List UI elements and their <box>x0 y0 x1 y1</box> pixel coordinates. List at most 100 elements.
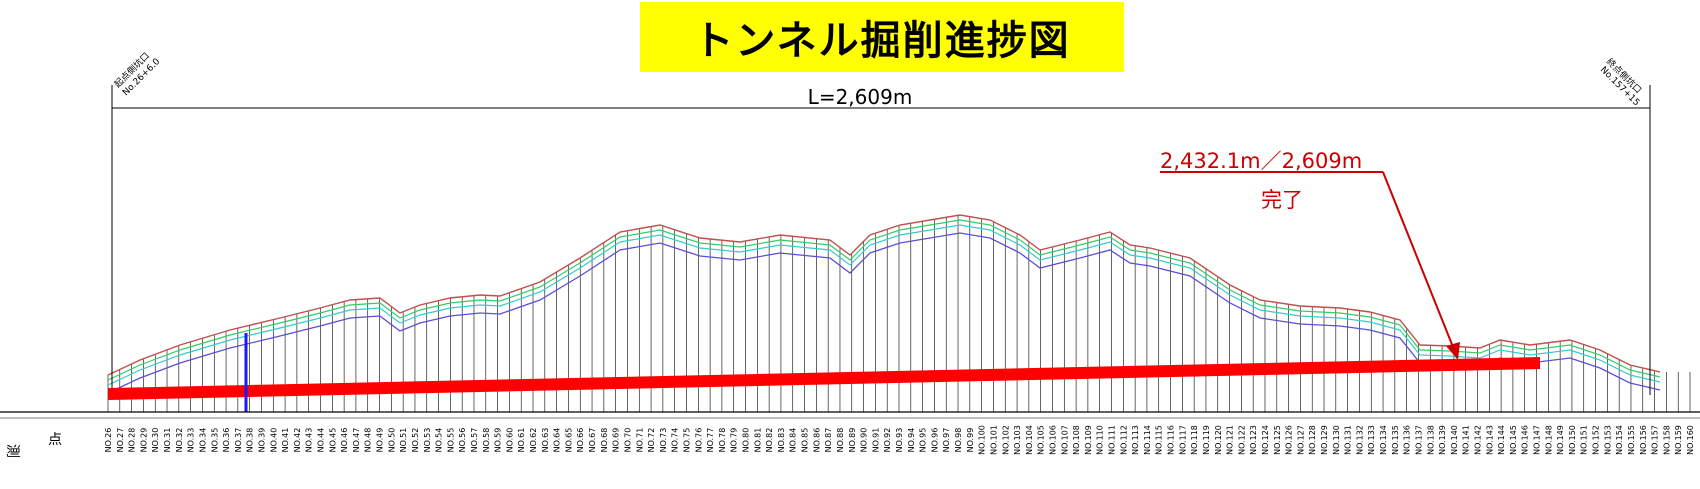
station-tick-label: NO.26 <box>104 428 113 453</box>
station-tick-label: NO.73 <box>659 428 668 453</box>
station-tick-label: NO.146 <box>1521 425 1530 455</box>
station-tick-label: NO.85 <box>801 428 810 453</box>
station-tick-label: NO.63 <box>541 428 550 453</box>
station-tick-label: NO.56 <box>458 428 467 453</box>
station-tick-label: NO.158 <box>1662 425 1671 455</box>
station-tick-label: NO.124 <box>1261 425 1270 455</box>
station-tick-label: NO.96 <box>930 428 939 453</box>
station-tick-label: NO.79 <box>730 428 739 453</box>
station-tick-label: NO.81 <box>753 428 762 453</box>
station-tick-label: NO.139 <box>1438 425 1447 455</box>
station-tick-label: NO.137 <box>1414 425 1423 455</box>
station-tick-label: NO.99 <box>966 428 975 453</box>
station-tick-label: NO.128 <box>1308 425 1317 455</box>
ground-line-red <box>107 214 1661 376</box>
station-labels: NO.26 NO.27 NO.28 NO.29 NO.30 NO.31 NO.32 NO.33… <box>104 425 1695 455</box>
station-tick-label: NO.121 <box>1226 425 1235 455</box>
station-tick-label: NO.143 <box>1485 425 1494 455</box>
station-tick-label: NO.82 <box>765 428 774 453</box>
station-tick-label: NO.67 <box>588 428 597 453</box>
station-tick-label: NO.90 <box>860 428 869 453</box>
station-tick-label: NO.54 <box>435 428 444 453</box>
station-tick-label: NO.88 <box>836 428 845 453</box>
station-tick-label: NO.152 <box>1592 425 1601 455</box>
station-tick-label: NO.87 <box>824 428 833 453</box>
station-tick-label: NO.120 <box>1214 425 1223 455</box>
station-tick-label: NO.108 <box>1072 425 1081 455</box>
station-tick-label: NO.130 <box>1332 425 1341 455</box>
station-tick-label: NO.58 <box>482 428 491 453</box>
station-tick-label: NO.69 <box>612 428 621 453</box>
station-tick-label: NO.55 <box>446 428 455 453</box>
station-tick-label: NO.154 <box>1615 425 1624 455</box>
station-tick-label: NO.44 <box>317 428 326 453</box>
station-tick-label: NO.51 <box>399 428 408 453</box>
station-tick-label: NO.86 <box>812 428 821 453</box>
station-tick-label: NO.39 <box>257 428 266 453</box>
station-tick-label: NO.74 <box>671 428 680 453</box>
station-tick-label: NO.103 <box>1013 425 1022 455</box>
arrow-icon <box>1446 342 1460 360</box>
station-tick-label: NO.107 <box>1060 425 1069 455</box>
station-tick-label: NO.112 <box>1119 425 1128 455</box>
station-tick-label: NO.160 <box>1686 425 1695 455</box>
station-tick-label: NO.109 <box>1084 425 1093 455</box>
progress-layer: 2,432.1m／2,609m 完了 <box>108 149 1540 412</box>
station-tick-label: NO.77 <box>706 428 715 453</box>
length-label: L=2,609m <box>808 85 913 109</box>
station-tick-label: NO.111 <box>1108 425 1117 455</box>
station-tick-label: NO.138 <box>1426 425 1435 455</box>
station-tick-label: NO.91 <box>871 428 880 453</box>
row-label-left: 測 <box>4 444 20 458</box>
station-tick-label: NO.36 <box>222 428 231 453</box>
station-tick-label: NO.47 <box>352 428 361 453</box>
station-tick-label: NO.147 <box>1533 425 1542 455</box>
station-tick-label: NO.131 <box>1344 425 1353 455</box>
station-tick-label: NO.144 <box>1497 425 1506 455</box>
station-tick-label: NO.59 <box>494 428 503 453</box>
station-tick-label: NO.43 <box>305 428 314 453</box>
station-tick-label: NO.40 <box>269 428 278 453</box>
station-tick-label: NO.153 <box>1603 425 1612 455</box>
station-tick-label: NO.101 <box>989 425 998 455</box>
station-tick-label: NO.114 <box>1143 425 1152 455</box>
station-tick-label: NO.100 <box>978 425 987 455</box>
length-dimension: L=2,609m 起点側坑口 No.26+6.0 終点側坑口 No.157+15 <box>111 50 1651 395</box>
progress-status: 完了 <box>1261 188 1303 212</box>
station-tick-label: NO.80 <box>742 428 751 453</box>
station-tick-label: NO.31 <box>163 428 172 453</box>
station-tick-label: NO.83 <box>777 428 786 453</box>
station-tick-label: NO.133 <box>1367 425 1376 455</box>
station-tick-label: NO.46 <box>340 428 349 453</box>
title-banner: トンネル掘削進捗図 <box>640 2 1124 72</box>
station-tick-label: NO.127 <box>1296 425 1305 455</box>
station-tick-label: NO.84 <box>789 428 798 453</box>
station-tick-label: NO.106 <box>1048 425 1057 455</box>
station-tick-label: NO.93 <box>895 428 904 453</box>
station-tick-label: NO.61 <box>517 428 526 453</box>
station-tick-label: NO.64 <box>553 428 562 453</box>
station-tick-label: NO.42 <box>293 428 302 453</box>
station-tick-label: NO.125 <box>1273 425 1282 455</box>
station-tick-label: NO.30 <box>151 428 160 453</box>
page-title: トンネル掘削進捗図 <box>693 18 1071 64</box>
station-tick-label: NO.105 <box>1037 425 1046 455</box>
station-tick-label: NO.48 <box>364 428 373 453</box>
ground-line-cyan <box>107 224 1661 386</box>
station-tick-label: NO.35 <box>210 428 219 453</box>
station-tick-label: NO.33 <box>187 428 196 453</box>
station-tick-label: NO.148 <box>1544 425 1553 455</box>
station-tick-label: NO.34 <box>198 428 207 453</box>
station-tick-label: NO.151 <box>1580 425 1589 455</box>
excavation-progress-bar <box>108 357 1540 400</box>
station-tick-label: NO.66 <box>576 428 585 453</box>
station-tick-label: NO.150 <box>1568 425 1577 455</box>
station-tick-label: NO.92 <box>883 428 892 453</box>
station-tick-label: NO.28 <box>128 428 137 453</box>
station-tick-label: NO.53 <box>423 428 432 453</box>
station-tick-label: NO.141 <box>1462 425 1471 455</box>
station-tick-label: NO.132 <box>1355 425 1364 455</box>
station-tick-label: NO.113 <box>1131 425 1140 455</box>
station-tick-label: NO.68 <box>600 428 609 453</box>
station-tick-label: NO.65 <box>564 428 573 453</box>
